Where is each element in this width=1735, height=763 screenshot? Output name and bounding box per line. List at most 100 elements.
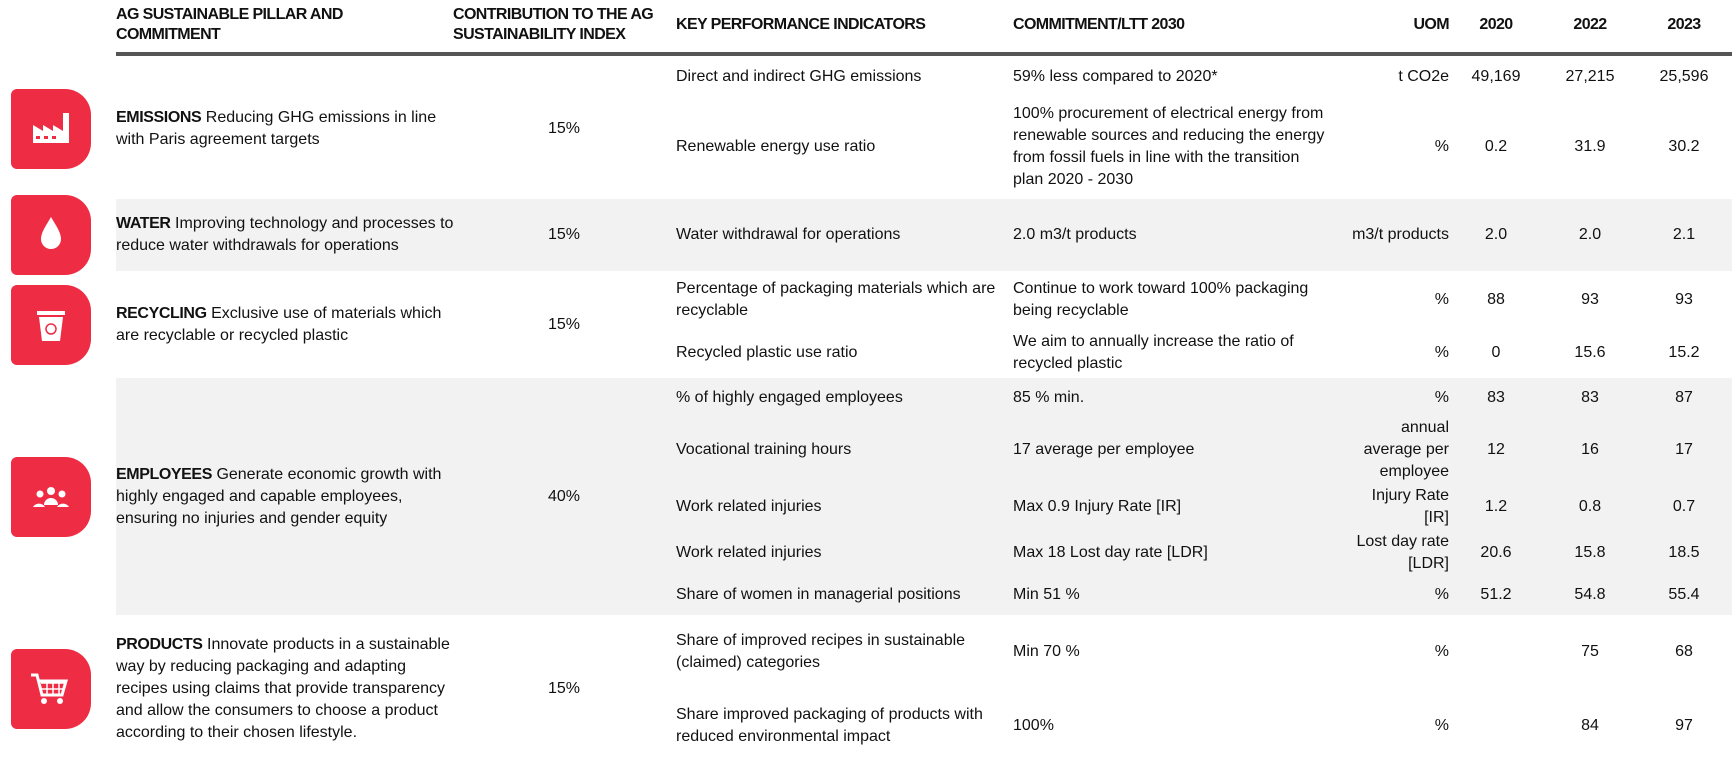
commitment: Max 18 Lost day rate [LDR] [1013,544,1208,561]
uom: Injury Rate [IR] [1371,487,1449,526]
year-value: 88 [1487,290,1505,308]
year-value: 83 [1487,388,1505,406]
uom: % [1434,586,1449,603]
kpi: Work related injuries [676,498,822,515]
pillar-description: Generate economic growth with highly eng… [116,465,442,527]
year-value: 0.8 [1578,498,1602,515]
year-value: 93 [1675,290,1693,308]
commitment: Min 51 % [1013,586,1080,603]
commitment: 2.0 m3/t products [1013,226,1137,243]
year-value: 15.2 [1668,344,1700,361]
column-header: 2022 [1573,16,1607,33]
year-value: 75 [1581,642,1599,660]
contribution: 40% [547,487,581,505]
uom: % [1434,290,1449,308]
year-value: 17 [1675,441,1693,458]
kpi: Vocational training hours [676,441,852,458]
kpi: Share improved packaging of products wit… [676,705,983,745]
pillar-name: PRODUCTS [116,636,203,653]
year-value: 55.4 [1668,586,1700,603]
year-value: 54.8 [1574,586,1606,603]
header-rule [116,52,1732,56]
pillar-name: EMISSIONS [116,108,202,126]
pillar-icon [11,284,91,365]
year-value: 12 [1487,441,1505,458]
uom: % [1434,138,1449,155]
icon-glyph [33,486,69,507]
kpi: Share of women in managerial positions [676,586,961,603]
uom: % [1434,642,1449,660]
commitment: 59% less compared to 2020* [1013,67,1218,85]
commitment: We aim to annually increase the ratio of… [1013,333,1294,372]
column-header: AG SUSTAINABLE PILLAR AND COMMITMENT [116,6,343,43]
column-header: KEY PERFORMANCE INDICATORS [676,16,926,33]
year-value: 2.0 [1484,226,1508,243]
column-header: COMMITMENT/LTT 2030 [1013,16,1185,33]
icon-glyph [41,217,61,249]
column-header: 2023 [1667,16,1701,33]
kpi: Share of improved recipes in sustainable… [676,631,966,671]
icon-glyph [37,310,65,341]
year-value: 97 [1675,716,1693,734]
pillar-text: EMISSIONS Reducing GHG emissions in line… [116,58,456,199]
year-value: 0 [1491,344,1501,361]
pillar-text: EMPLOYEES Generate economic growth with … [116,378,456,615]
year-value: 31.9 [1574,138,1606,155]
kpi: Water withdrawal for operations [676,226,901,243]
column-header: UOM [1413,16,1449,33]
year-value: 25,596 [1659,67,1709,85]
pillar-text-inner: EMISSIONS Reducing GHG emissions in line… [116,107,456,151]
year-value: 93 [1581,290,1599,308]
year-value: 27,215 [1565,67,1615,85]
pillar-text-inner: PRODUCTS Innovate products in a sustaina… [116,634,456,744]
year-value: 2.1 [1672,226,1696,243]
year-value: 0.2 [1484,138,1508,155]
year-value: 15.8 [1574,544,1606,561]
pillar-text-inner: WATER Improving technology and processes… [116,213,456,257]
uom: annual average per employee [1363,419,1449,480]
pillar-description: Innovate products in a sustainable way b… [116,636,450,741]
commitment: Min 70 % [1013,642,1080,660]
year-value: 51.2 [1480,586,1512,603]
uom: % [1434,388,1449,406]
pillar-icon [11,649,91,729]
year-value: 0.7 [1672,498,1696,515]
year-value: 68 [1675,642,1693,660]
pillar-description: Improving technology and processes to re… [116,215,454,254]
icon-glyph [31,673,68,704]
uom: Lost day rate [LDR] [1356,533,1450,572]
pillar-text: WATER Improving technology and processes… [116,199,456,271]
pillar-name: EMPLOYEES [116,465,212,483]
column-header: CONTRIBUTION TO THE AG SUSTAINABILITY IN… [453,6,654,43]
uom: t CO2e [1398,67,1449,85]
pillar-text-inner: EMPLOYEES Generate economic growth with … [116,464,456,530]
pillar-description: Reducing GHG emissions in line with Pari… [116,108,437,148]
pillar-name: WATER [116,215,171,232]
column-header: 2020 [1479,16,1513,33]
pillar-text: PRODUCTS Innovate products in a sustaina… [116,615,456,763]
pillar-icon [11,195,91,275]
commitment: 100% [1013,716,1054,734]
commitment: 85 % min. [1013,388,1085,406]
year-value: 83 [1581,388,1599,406]
year-value: 1.2 [1484,498,1508,515]
pillar-icon [11,88,91,169]
year-value: 20.6 [1480,544,1512,561]
contribution: 15% [547,315,581,333]
row-band [116,199,1732,271]
year-value: 87 [1675,388,1693,406]
kpi: Recycled plastic use ratio [676,344,858,361]
contribution: 15% [547,680,581,697]
uom: % [1434,344,1449,361]
year-value: 84 [1581,716,1599,734]
pillar-description: Exclusive use of materials which are rec… [116,304,442,344]
year-value: 49,169 [1471,67,1521,85]
uom: % [1434,716,1449,734]
contribution: 15% [547,119,581,137]
contribution: 15% [547,226,581,243]
commitment: Continue to work toward 100% packaging b… [1013,279,1309,319]
year-value: 30.2 [1668,138,1700,155]
commitment: 17 average per employee [1013,441,1195,458]
kpi: Percentage of packaging materials which … [676,279,996,319]
